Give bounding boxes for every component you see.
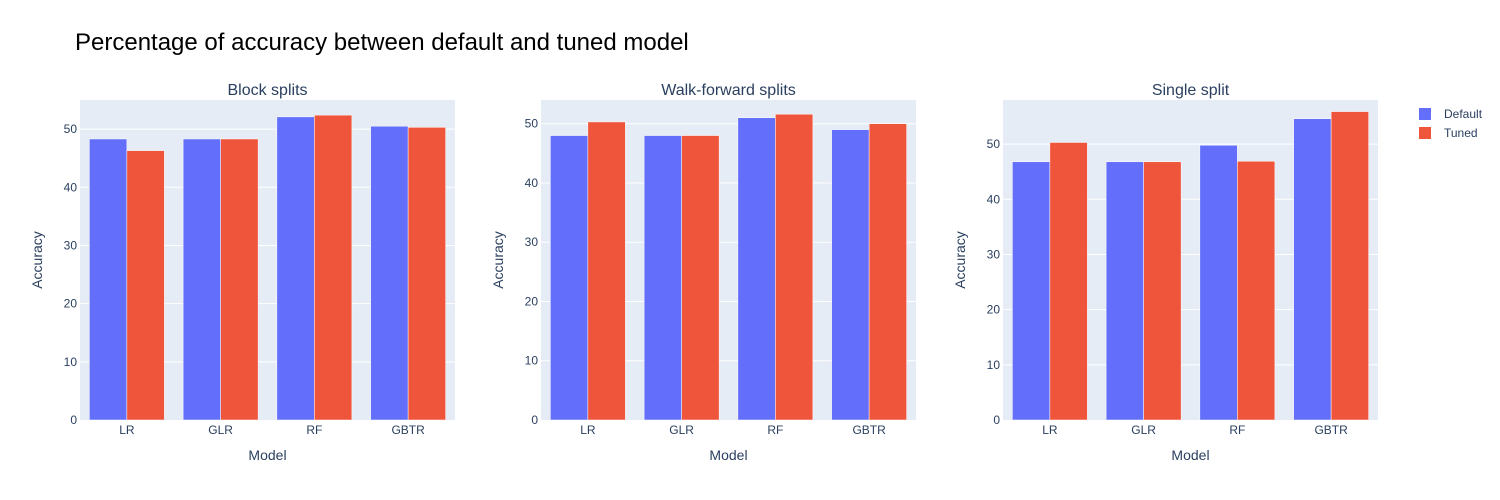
bar-tuned-glr[interactable] bbox=[1143, 161, 1182, 421]
x-tick-label: GLR bbox=[669, 423, 694, 437]
y-tick-label: 0 bbox=[531, 413, 538, 427]
bar-default-gbtr[interactable] bbox=[370, 125, 409, 421]
bar-default-lr[interactable] bbox=[1012, 161, 1051, 421]
y-tick-label: 0 bbox=[70, 413, 77, 427]
legend-item-default[interactable]: Default bbox=[1419, 107, 1483, 121]
y-tick-label: 30 bbox=[525, 235, 539, 249]
y-tick-label: 10 bbox=[987, 358, 1001, 372]
bar-tuned-gbtr[interactable] bbox=[407, 127, 446, 421]
bar-tuned-rf[interactable] bbox=[314, 114, 353, 421]
bar-default-rf[interactable] bbox=[276, 116, 315, 421]
subplot-title: Single split bbox=[1152, 82, 1230, 99]
bar-tuned-glr[interactable] bbox=[681, 135, 720, 421]
legend-item-tuned[interactable]: Tuned bbox=[1419, 126, 1478, 140]
x-tick-label: RF bbox=[1229, 423, 1245, 437]
chart-title: Percentage of accuracy between default a… bbox=[75, 29, 689, 56]
legend-swatch bbox=[1419, 108, 1431, 120]
x-tick-label: LR bbox=[119, 423, 135, 437]
subplot-2: 0 10 20 30 40 50 LR GLR RF GBTR Single split Model A… bbox=[952, 82, 1378, 463]
y-axis-label: Accuracy bbox=[490, 231, 506, 289]
subplot-title: Walk-forward splits bbox=[661, 82, 796, 99]
bar-tuned-rf[interactable] bbox=[775, 113, 814, 421]
y-tick-label: 30 bbox=[987, 247, 1001, 261]
subplot-title: Block splits bbox=[227, 82, 307, 99]
bar-default-gbtr[interactable] bbox=[1293, 118, 1332, 421]
legend-label: Default bbox=[1444, 107, 1483, 121]
subplot-1: 0 10 20 30 40 50 LR GLR RF GBTR Walk-forward split… bbox=[490, 82, 916, 463]
legend[interactable]: Default Tuned bbox=[1419, 107, 1483, 140]
x-tick-label: GBTR bbox=[391, 423, 425, 437]
bar-default-rf[interactable] bbox=[737, 117, 776, 421]
bar-tuned-rf[interactable] bbox=[1237, 160, 1276, 421]
bar-tuned-gbtr[interactable] bbox=[868, 123, 907, 421]
x-axis-label: Model bbox=[1171, 447, 1209, 463]
subplots: 0 10 20 30 40 50 LR GLR RF GBTR Block splits Model A… bbox=[29, 82, 1378, 463]
y-tick-label: 50 bbox=[987, 137, 1001, 151]
y-tick-label: 40 bbox=[987, 192, 1001, 206]
y-axis-label: Accuracy bbox=[952, 231, 968, 289]
bar-tuned-lr[interactable] bbox=[587, 121, 626, 421]
y-tick-label: 20 bbox=[987, 303, 1001, 317]
bar-tuned-lr[interactable] bbox=[126, 150, 165, 421]
y-tick-label: 10 bbox=[525, 354, 539, 368]
bar-default-lr[interactable] bbox=[89, 138, 128, 421]
y-tick-label: 10 bbox=[64, 355, 78, 369]
bar-default-glr[interactable] bbox=[643, 135, 682, 421]
x-tick-label: GBTR bbox=[1314, 423, 1348, 437]
x-tick-label: LR bbox=[1042, 423, 1058, 437]
bar-default-glr[interactable] bbox=[182, 138, 221, 421]
bar-default-rf[interactable] bbox=[1199, 144, 1238, 421]
bar-tuned-lr[interactable] bbox=[1049, 142, 1088, 421]
y-tick-label: 0 bbox=[993, 413, 1000, 427]
y-tick-label: 50 bbox=[64, 122, 78, 136]
bar-default-lr[interactable] bbox=[550, 135, 589, 421]
x-tick-label: GLR bbox=[208, 423, 233, 437]
x-tick-label: RF bbox=[306, 423, 322, 437]
legend-label: Tuned bbox=[1444, 126, 1478, 140]
bar-tuned-glr[interactable] bbox=[220, 138, 259, 421]
y-tick-label: 50 bbox=[525, 117, 539, 131]
x-axis-label: Model bbox=[248, 447, 286, 463]
subplot-0: 0 10 20 30 40 50 LR GLR RF GBTR Block splits Model A… bbox=[29, 82, 455, 463]
y-tick-label: 40 bbox=[525, 176, 539, 190]
legend-swatch bbox=[1419, 127, 1431, 139]
bar-tuned-gbtr[interactable] bbox=[1330, 111, 1369, 421]
x-tick-label: RF bbox=[767, 423, 783, 437]
x-axis-label: Model bbox=[709, 447, 747, 463]
y-tick-label: 20 bbox=[64, 297, 78, 311]
bar-default-gbtr[interactable] bbox=[831, 129, 870, 421]
y-axis-label: Accuracy bbox=[29, 231, 45, 289]
y-tick-label: 40 bbox=[64, 180, 78, 194]
x-tick-label: GBTR bbox=[852, 423, 886, 437]
x-tick-label: GLR bbox=[1131, 423, 1156, 437]
y-tick-label: 30 bbox=[64, 238, 78, 252]
x-tick-label: LR bbox=[580, 423, 596, 437]
bar-default-glr[interactable] bbox=[1105, 161, 1144, 421]
y-tick-label: 20 bbox=[525, 294, 539, 308]
